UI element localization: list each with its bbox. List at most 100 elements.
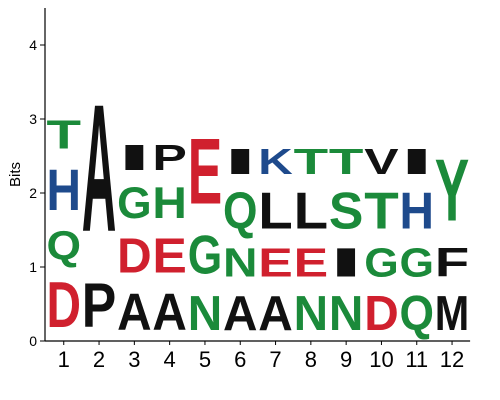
logo-letter-glyph: F [435, 240, 470, 286]
logo-letter-glyph: L [294, 183, 328, 240]
x-tick-label: 2 [93, 347, 105, 372]
logo-letter: E [294, 240, 328, 286]
logo-letter: A [82, 68, 116, 270]
logo-letter-glyph: L [258, 183, 292, 240]
logo-letter-glyph: H [47, 158, 81, 222]
x-tick-label: 10 [369, 347, 393, 372]
logo-letter: S [329, 181, 363, 239]
logo-letter-glyph: H [400, 182, 434, 240]
y-ticks: 0 1 2 3 4 [29, 37, 45, 349]
logo-letter-glyph: G [400, 240, 434, 286]
x-tick-label: 8 [305, 347, 317, 372]
logo-letter: T [364, 183, 398, 240]
logo-letter: Q [223, 182, 257, 240]
logo-letter: F [435, 240, 470, 286]
logo-letter: M [435, 286, 470, 341]
logo-letter-glyph: N [329, 286, 363, 341]
logo-letter: G [117, 179, 151, 228]
logo-letter-glyph: P [152, 138, 186, 178]
x-tick-label: 9 [340, 347, 352, 372]
y-tick-label: 1 [29, 259, 37, 275]
logo-letter: I [329, 239, 363, 285]
logo-letter-glyph: D [364, 286, 398, 341]
x-tick-label: 12 [440, 347, 464, 372]
logo-letter: T [294, 142, 328, 183]
logo-letter: N [329, 286, 363, 341]
logo-letter: E [188, 119, 223, 224]
x-tick-label: 6 [234, 347, 246, 372]
logo-letter-glyph: A [152, 283, 186, 341]
logo-letter-glyph: N [188, 286, 222, 341]
logo-letter-glyph: G [117, 179, 151, 228]
x-tick-label: 3 [128, 347, 140, 372]
logo-letter: D [364, 286, 398, 341]
logo-letter: Q [400, 285, 434, 341]
logo-letter: E [258, 240, 292, 286]
logo-letter: I [117, 138, 151, 179]
logo-letter-glyph: S [329, 181, 363, 239]
x-tick-label: 11 [405, 347, 428, 372]
x-tick-label: 4 [164, 347, 176, 372]
logo-letter: I [223, 141, 257, 182]
logo-letter: K [258, 141, 293, 181]
logo-letter-glyph: I [329, 239, 363, 285]
logo-letter-glyph: E [188, 119, 223, 224]
logo-letter-glyph: I [223, 141, 257, 182]
logo-letter-glyph: H [152, 178, 187, 228]
logo-letter-glyph: N [223, 241, 258, 286]
x-tick-label: 1 [58, 347, 70, 372]
logo-letter: A [152, 283, 186, 341]
logo-letter-glyph: Y [435, 142, 470, 240]
x-tick-label: 5 [199, 347, 211, 372]
logo-letter: Q [47, 223, 81, 269]
logo-glyphs: DQHTPAADGIAEHPNGEANQIAELKNELTNISTDGTVQGH… [47, 68, 470, 342]
logo-letter-glyph: P [82, 272, 116, 342]
logo-letter: P [82, 272, 116, 342]
y-axis-title: Bits [7, 162, 24, 187]
logo-letter: I [400, 141, 434, 182]
logo-letter-glyph: G [364, 240, 398, 286]
logo-letter-glyph: D [117, 229, 151, 284]
logo-letter: L [258, 183, 292, 240]
logo-letter-glyph: E [152, 227, 186, 283]
logo-letter-glyph: T [364, 183, 398, 240]
logo-letter-glyph: E [294, 240, 328, 286]
logo-letter-glyph: I [117, 138, 151, 179]
logo-letter: H [400, 182, 434, 240]
logo-letter: T [47, 112, 82, 158]
logo-letter: G [400, 240, 434, 286]
logo-letter: A [117, 283, 151, 341]
logo-letter-glyph: V [364, 142, 399, 182]
logo-letter: G [188, 224, 222, 286]
logo-letter-glyph: E [258, 240, 292, 286]
logo-letter: N [294, 286, 328, 341]
logo-letter: D [117, 229, 151, 284]
logo-letter: P [152, 138, 186, 178]
logo-letter-glyph: Q [47, 223, 81, 269]
logo-letter-glyph: A [223, 286, 257, 341]
logo-letter-glyph: M [435, 286, 470, 341]
logo-letter: E [152, 227, 186, 283]
logo-letter: H [47, 158, 81, 222]
logo-letter: H [152, 178, 187, 228]
logo-letter: G [364, 240, 398, 286]
logo-letter: L [294, 183, 328, 240]
logo-letter-glyph: A [117, 283, 151, 341]
y-tick-label: 0 [29, 333, 37, 349]
logo-letter-glyph: A [258, 286, 292, 341]
logo-letter-glyph: I [400, 141, 434, 182]
logo-letter-glyph: A [82, 68, 116, 270]
x-tick-label: 7 [269, 347, 281, 372]
logo-letter-glyph: Q [223, 182, 257, 240]
logo-letter-glyph: T [47, 112, 82, 158]
logo-letter-glyph: G [188, 224, 222, 286]
axes [44, 8, 471, 342]
logo-letter: A [258, 286, 292, 341]
logo-letter-glyph: K [258, 141, 293, 181]
logo-letter: T [329, 142, 363, 183]
y-tick-label: 4 [29, 37, 37, 53]
logo-letter-glyph: Q [400, 285, 434, 341]
logo-letter: N [188, 286, 222, 341]
x-ticks: 1 2 3 4 5 6 7 8 9 10 11 12 [58, 341, 464, 372]
